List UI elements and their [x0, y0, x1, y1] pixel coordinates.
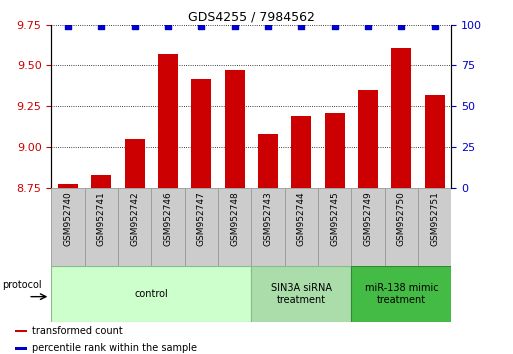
Bar	[15, 347, 28, 349]
Text: GSM952741: GSM952741	[97, 192, 106, 246]
Bar	[425, 95, 445, 188]
Text: SIN3A siRNA
treatment: SIN3A siRNA treatment	[271, 283, 332, 305]
Point	[364, 24, 372, 29]
Bar	[185, 188, 218, 266]
Point	[64, 24, 72, 29]
Bar	[351, 188, 385, 266]
Bar	[218, 188, 251, 266]
Text: GSM952742: GSM952742	[130, 192, 139, 246]
Title: GDS4255 / 7984562: GDS4255 / 7984562	[188, 11, 315, 24]
Bar	[151, 188, 185, 266]
Bar	[285, 188, 318, 266]
Point	[430, 24, 439, 29]
Bar	[325, 113, 345, 188]
Text: GSM952744: GSM952744	[297, 192, 306, 246]
Point	[330, 24, 339, 29]
Text: control: control	[134, 289, 168, 299]
Point	[164, 24, 172, 29]
Bar	[118, 188, 151, 266]
Bar	[391, 47, 411, 188]
Bar	[358, 90, 378, 188]
Bar	[251, 188, 285, 266]
Text: GSM952751: GSM952751	[430, 192, 439, 246]
Bar	[191, 79, 211, 188]
Bar	[385, 188, 418, 266]
Text: GSM952750: GSM952750	[397, 192, 406, 246]
Bar	[125, 139, 145, 188]
Bar	[51, 266, 251, 322]
Text: GSM952747: GSM952747	[197, 192, 206, 246]
Bar	[291, 116, 311, 188]
Point	[230, 24, 239, 29]
Point	[297, 24, 305, 29]
Point	[130, 24, 139, 29]
Point	[397, 24, 405, 29]
Bar	[418, 188, 451, 266]
Text: GSM952745: GSM952745	[330, 192, 339, 246]
Bar	[251, 266, 351, 322]
Bar	[58, 184, 78, 188]
Bar	[51, 188, 85, 266]
Bar	[225, 70, 245, 188]
Text: GSM952749: GSM952749	[364, 192, 372, 246]
Point	[97, 24, 106, 29]
Bar	[318, 188, 351, 266]
Text: GSM952740: GSM952740	[64, 192, 72, 246]
Text: GSM952748: GSM952748	[230, 192, 239, 246]
Text: percentile rank within the sample: percentile rank within the sample	[32, 343, 198, 353]
Bar	[258, 134, 278, 188]
Bar	[91, 175, 111, 188]
Text: miR-138 mimic
treatment: miR-138 mimic treatment	[365, 283, 438, 305]
Point	[264, 24, 272, 29]
Bar	[15, 330, 28, 332]
Bar	[85, 188, 118, 266]
Text: protocol: protocol	[3, 280, 42, 290]
Text: transformed count: transformed count	[32, 326, 123, 336]
Point	[197, 24, 205, 29]
Text: GSM952746: GSM952746	[164, 192, 172, 246]
Bar	[158, 54, 178, 188]
Text: GSM952743: GSM952743	[264, 192, 272, 246]
Bar	[351, 266, 451, 322]
